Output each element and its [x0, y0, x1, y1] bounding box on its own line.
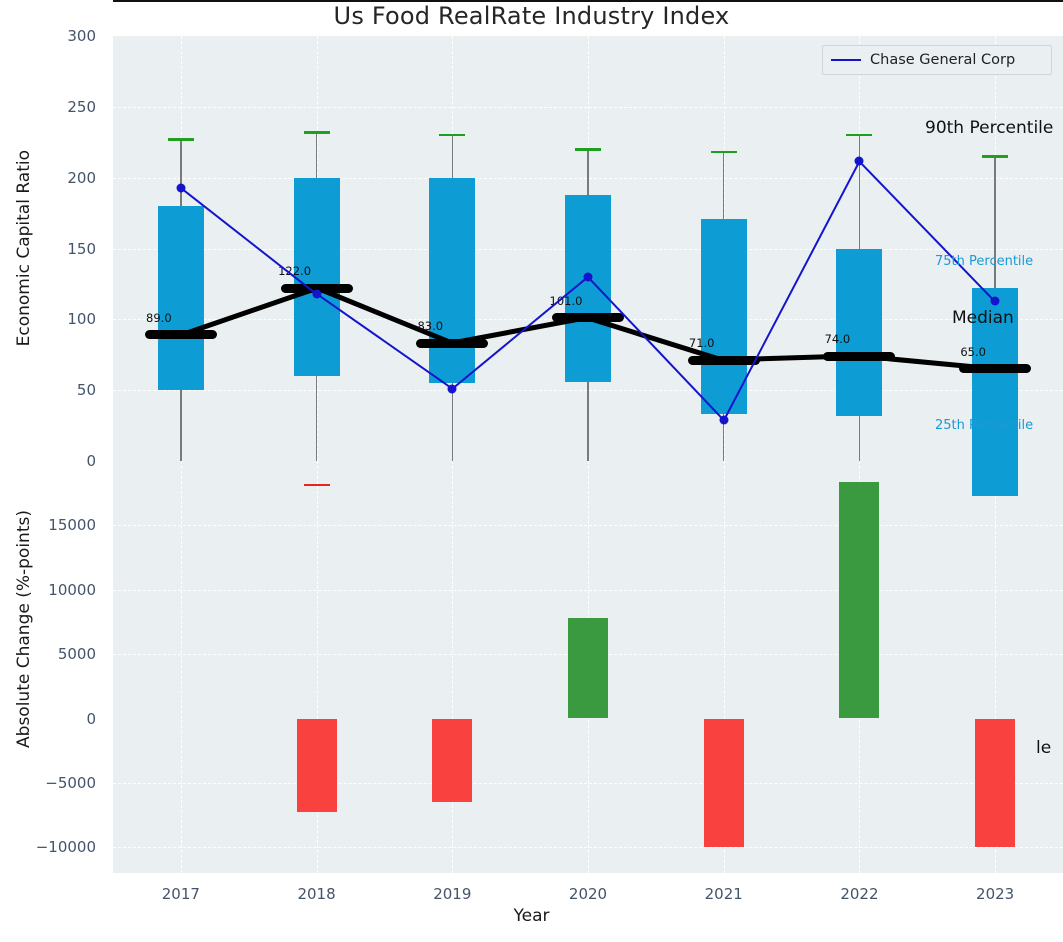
y-tick-label-bottom: 15000	[0, 516, 96, 534]
y-tick-label-top: 50	[0, 381, 96, 399]
y-tick-label-bottom: 0	[0, 710, 96, 728]
company-line-marker	[176, 183, 185, 192]
y-tick-label-top: 0	[0, 452, 96, 470]
change-bar-positive	[839, 482, 879, 719]
x-tick-label: 2021	[684, 885, 764, 903]
y-tick-label-top: 250	[0, 98, 96, 116]
median-value-label: 71.0	[689, 336, 715, 350]
y-tick-label-bottom: −10000	[0, 838, 96, 856]
chart-root: Us Food RealRate Industry Index Chase Ge…	[0, 0, 1063, 942]
legend-label-chase-general-corp: Chase General Corp	[870, 52, 1015, 68]
median-marker	[959, 364, 1031, 373]
change-bar-negative	[297, 719, 337, 813]
legend[interactable]: Chase General Corp	[822, 45, 1052, 75]
whisker-cap-90th	[304, 131, 330, 134]
x-tick-label: 2017	[141, 885, 221, 903]
annotation-25th-percentile: 25th Percentile	[935, 418, 1033, 433]
company-line-marker	[719, 415, 728, 424]
legend-line-swatch	[831, 59, 861, 61]
x-axis-label: Year	[0, 906, 1063, 926]
whisker-cap-90th	[575, 148, 601, 151]
x-tick-label: 2023	[955, 885, 1035, 903]
change-bar-negative	[432, 719, 472, 803]
x-tick-label: 2018	[277, 885, 357, 903]
page-title: Us Food RealRate Industry Index	[0, 2, 1063, 30]
annotation-edge-clip: le	[1036, 738, 1051, 758]
whisker-cap-90th	[439, 134, 465, 137]
median-marker	[823, 352, 895, 361]
company-line-marker	[855, 156, 864, 165]
median-value-label: 89.0	[146, 311, 172, 325]
median-value-label: 83.0	[417, 319, 443, 333]
box-quartile-range	[429, 178, 475, 383]
change-bar-negative	[704, 719, 744, 848]
whisker-cap-90th	[168, 138, 194, 141]
annotation-90th-percentile: 90th Percentile	[925, 118, 1053, 138]
median-marker	[688, 356, 760, 365]
company-line-marker	[448, 384, 457, 393]
change-bar-positive	[568, 618, 608, 718]
whisker-cap-90th	[982, 155, 1008, 158]
gridline-vertical	[452, 461, 453, 873]
median-marker	[552, 313, 624, 322]
y-tick-label-top: 200	[0, 169, 96, 187]
gridline-vertical	[181, 461, 182, 873]
company-line-marker	[312, 289, 321, 298]
median-value-label: 74.0	[825, 332, 851, 346]
y-tick-label-bottom: −5000	[0, 774, 96, 792]
x-tick-label: 2022	[819, 885, 899, 903]
y-tick-label-bottom: 5000	[0, 645, 96, 663]
median-marker	[416, 339, 488, 348]
company-line-marker	[584, 272, 593, 281]
median-value-label: 65.0	[960, 345, 986, 359]
median-marker	[145, 330, 217, 339]
whisker-cap-10th	[304, 484, 330, 487]
zero-baseline	[113, 0, 1063, 2]
y-tick-label-top: 100	[0, 310, 96, 328]
y-tick-label-top: 300	[0, 27, 96, 45]
annotation-75th-percentile: 75th Percentile	[935, 254, 1033, 269]
change-bar-negative	[975, 719, 1015, 848]
x-tick-label: 2020	[548, 885, 628, 903]
y-tick-label-top: 150	[0, 240, 96, 258]
company-line-marker	[991, 296, 1000, 305]
whisker-cap-90th	[711, 151, 737, 154]
annotation-median: Median	[952, 308, 1014, 328]
whisker-cap-90th	[846, 134, 872, 137]
x-tick-label: 2019	[412, 885, 492, 903]
box-quartile-range	[158, 206, 204, 390]
y-tick-label-bottom: 10000	[0, 581, 96, 599]
